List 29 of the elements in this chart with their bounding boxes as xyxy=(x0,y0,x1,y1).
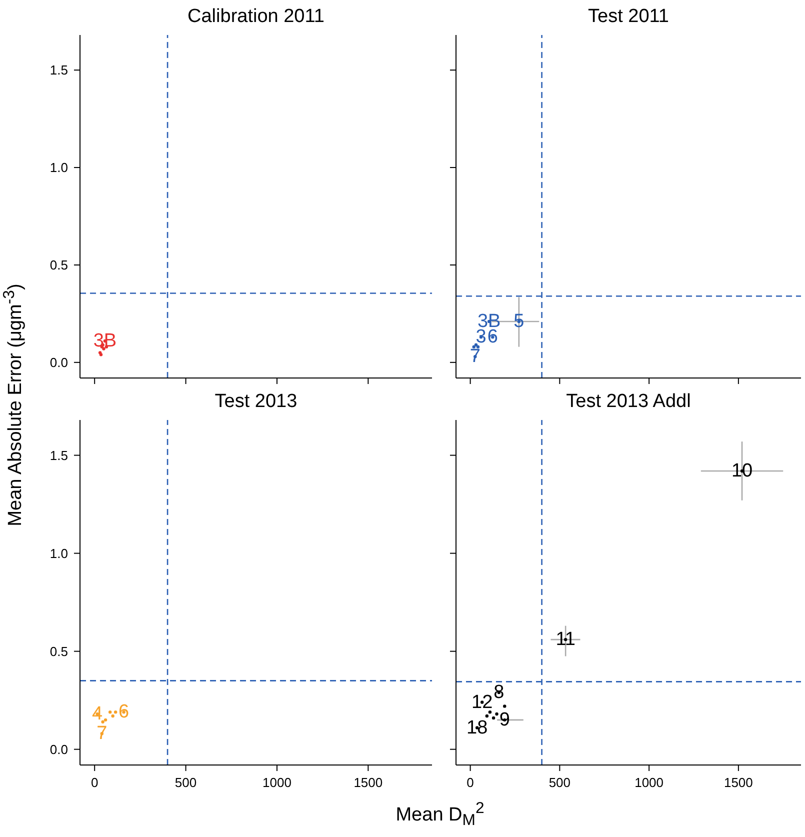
y-tick-label: 0.5 xyxy=(50,644,68,659)
annotation: 5 xyxy=(514,310,524,332)
x-tick-label: 1500 xyxy=(724,775,753,790)
x-tick-label: 0 xyxy=(466,775,474,790)
y-tick-label: 1.5 xyxy=(50,62,68,78)
annotation: 10 xyxy=(731,460,753,482)
x-tick-label: 1000 xyxy=(634,775,664,790)
annotation: 6 xyxy=(118,702,130,723)
annotation: 8 xyxy=(494,682,504,703)
chart-title: Calibration 2011 xyxy=(186,6,326,28)
chart-title: Test 2013 xyxy=(214,391,298,413)
x-tick-label: 500 xyxy=(174,775,197,790)
x-tick-label: 0 xyxy=(90,775,98,790)
y-tick-label: 0.0 xyxy=(50,742,68,757)
y-tick-label: 1.5 xyxy=(50,448,68,463)
annotation: 18 xyxy=(466,717,488,738)
annotation: 6 xyxy=(487,326,498,348)
y-tick-label: 1.0 xyxy=(50,546,68,561)
annotation: 12 xyxy=(472,692,493,713)
y-tick-label: 1.0 xyxy=(50,160,68,176)
x-tick-label: 1000 xyxy=(262,775,292,790)
x-tick-label: 1500 xyxy=(354,775,383,790)
y-tick-label: 0.5 xyxy=(50,257,68,272)
x-tick-label: 500 xyxy=(548,775,571,790)
y-tick-label: 0.0 xyxy=(50,354,68,370)
chart-title: Test 2011 xyxy=(587,6,670,28)
annotation: 4 xyxy=(92,704,104,725)
chart-title: Test 2013 Addl xyxy=(565,391,692,413)
annotation: 11 xyxy=(556,629,576,650)
